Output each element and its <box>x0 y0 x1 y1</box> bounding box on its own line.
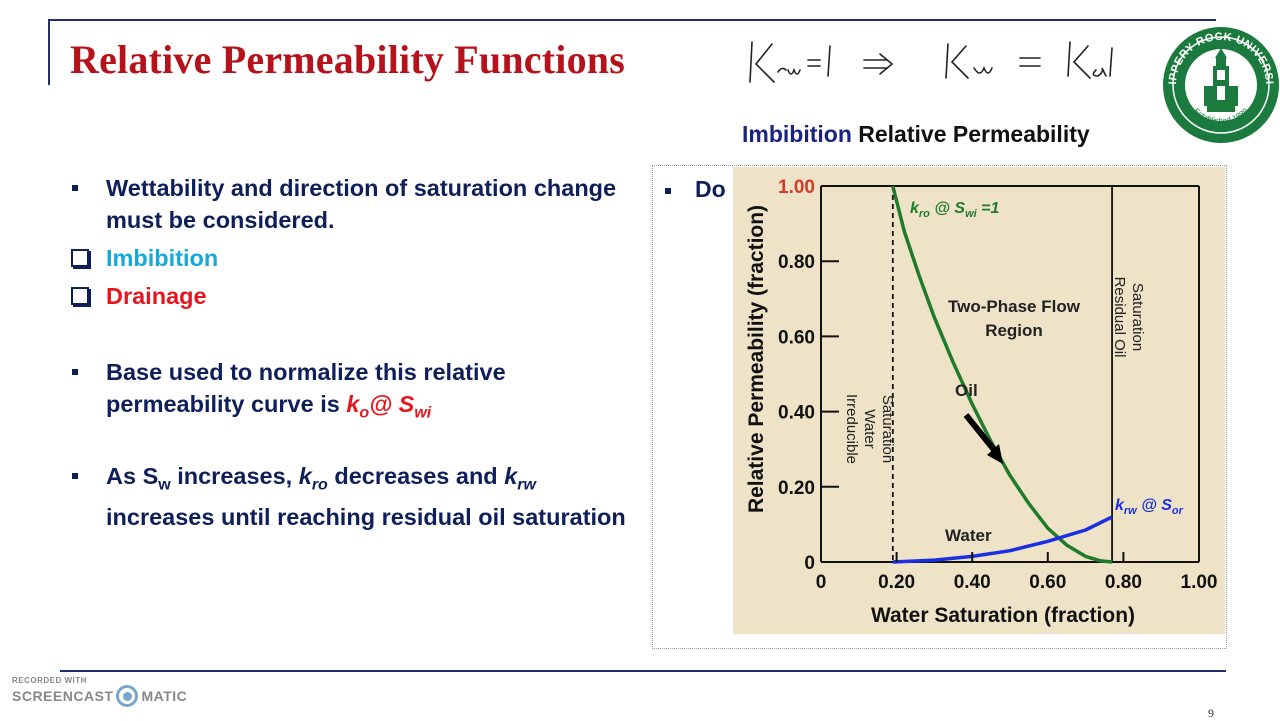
two-phase-label-line1: Two-Phase Flow <box>948 297 1081 316</box>
y-tick-label: 0.80 <box>778 252 815 273</box>
page-number: 9 <box>1208 706 1214 720</box>
bullet-square-icon <box>72 185 78 191</box>
y-tick-label: 0.60 <box>778 327 815 348</box>
slide-title: Relative Permeability Functions <box>70 37 625 82</box>
right-bullet: Do <box>665 176 726 203</box>
x-tick-label: 1.00 <box>1181 572 1218 593</box>
right-bullet-text: Do <box>695 176 726 202</box>
chart-title: Imbibition Relative Permeability <box>742 121 1090 147</box>
screencast-watermark: RECORDED WITH SCREENCAST MATIC <box>12 676 187 707</box>
x-tick-label: 0.80 <box>1105 572 1142 593</box>
bullet-square-icon <box>72 472 78 479</box>
right-content-box <box>652 165 1227 649</box>
residual-label-2: Saturation <box>1129 283 1146 351</box>
imbibition-label: Imbibition <box>106 245 219 271</box>
y-tick-label: 1.00 <box>778 177 815 198</box>
top-rule <box>48 19 1216 21</box>
bottom-rule <box>60 670 1226 672</box>
residual-label-1: Residual Oil <box>1111 277 1128 358</box>
record-icon <box>116 685 139 707</box>
x-tick-label: 0 <box>816 572 827 593</box>
kro-annotation: kro @ Swi =1 <box>910 200 999 220</box>
checkbox-item-imbibition: Imbibition <box>70 242 630 274</box>
checkbox-square-icon <box>71 287 89 305</box>
checkbox-item-drainage: Drainage <box>70 280 630 312</box>
water-label: Water <box>945 526 992 545</box>
x-axis-label: Water Saturation (fraction) <box>871 604 1135 627</box>
left-rule <box>48 19 50 85</box>
krw-annotation: krw @ Sor <box>1115 497 1184 517</box>
irreducible-label-1: Irreducible <box>843 394 860 464</box>
oil-label: Oil <box>955 381 978 400</box>
two-phase-label-line2: Region <box>985 321 1043 340</box>
base-formula: ko@ Swi <box>346 391 432 422</box>
y-tick-label: 0.40 <box>778 403 815 424</box>
x-tick-label: 0.40 <box>954 572 991 593</box>
bullet-wettability: Wettability and direction of saturation … <box>70 172 630 236</box>
drainage-label: Drainage <box>106 283 207 309</box>
bullet-square-icon <box>72 369 78 375</box>
chart-axes <box>820 185 1200 563</box>
y-tick-label: 0 <box>804 553 815 574</box>
relative-permeability-chart: 0 0.20 0.40 0.60 0.80 1.00 0 0.20 0.40 0.60 0.80 1.… <box>733 167 1225 634</box>
x-tick-label: 0.20 <box>878 572 915 593</box>
x-tick-label: 0.60 <box>1029 572 1066 593</box>
irreducible-label-2: Water <box>861 409 878 448</box>
arrow-icon <box>963 413 1003 464</box>
bullet-as-sw: As Sw increases, kro decreases and krw i… <box>70 460 630 534</box>
university-logo: SLIPPERY ROCK UNIVERSITY Established 188… <box>1160 24 1279 143</box>
irreducible-label-3: Saturation <box>879 395 896 463</box>
bullet-base: Base used to normalize this relative per… <box>70 356 630 430</box>
series-water-line <box>892 515 1113 564</box>
bullet-list: Wettability and direction of saturation … <box>70 172 630 533</box>
y-axis-label: Relative Permeability (fraction) <box>745 205 768 513</box>
handwritten-annotation <box>749 41 1113 83</box>
checkbox-square-icon <box>71 249 89 267</box>
y-tick-label: 0.20 <box>778 478 815 499</box>
bullet-square-icon <box>665 187 671 194</box>
